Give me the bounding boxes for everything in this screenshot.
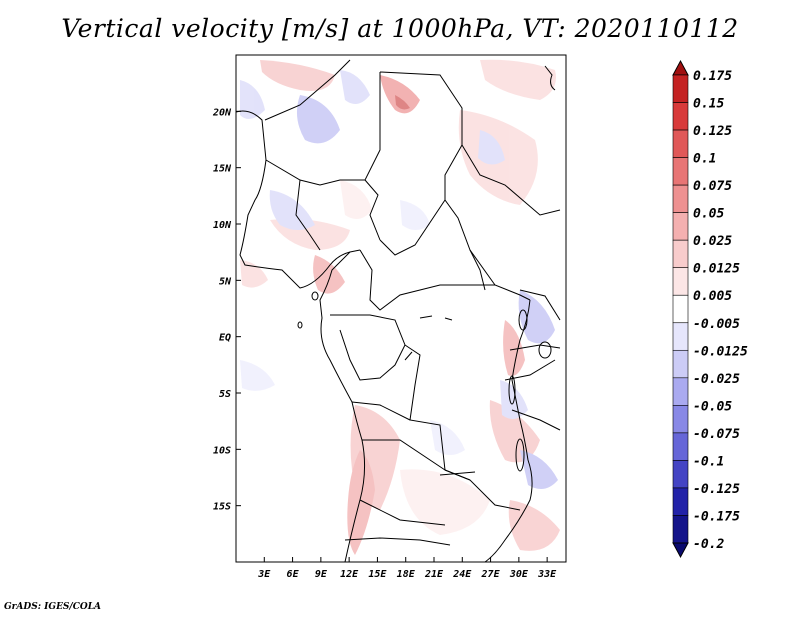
colorbar-segment — [672, 102, 689, 131]
colorbar-bottom-arrow — [672, 542, 689, 559]
y-tick-label: 15S — [213, 502, 231, 513]
colorbar-segment — [672, 74, 689, 103]
colorbar-segment — [672, 405, 689, 434]
colorbar-segment — [672, 267, 689, 296]
colorbar-label: 0.175 — [693, 69, 732, 84]
colorbar-segment — [672, 515, 689, 544]
colorbar-label: 0.15 — [693, 97, 724, 112]
y-tick-label: EQ — [219, 333, 231, 344]
colorbar-top-arrow — [672, 59, 689, 76]
colorbar-label: -0.075 — [693, 427, 740, 442]
colorbar-segment — [672, 487, 689, 516]
colorbar-label: -0.1 — [693, 454, 724, 469]
colorbar-label: 0.1 — [693, 152, 716, 167]
y-tick-label: 10N — [213, 220, 232, 231]
x-tick-label: 15E — [368, 569, 387, 580]
colorbar-segment — [672, 184, 689, 213]
colorbar-label: -0.125 — [693, 482, 740, 497]
x-tick-label: 27E — [481, 569, 501, 580]
colorbar-label: 0.0125 — [693, 262, 740, 277]
colorbar-label: 0.025 — [693, 234, 732, 249]
colorbar-label: -0.2 — [693, 537, 724, 552]
colorbar-label: -0.05 — [693, 399, 732, 414]
colorbar-segment — [672, 294, 689, 324]
plot-frame — [235, 54, 567, 563]
colorbar-label: 0.075 — [693, 179, 732, 194]
colorbar-segment — [672, 212, 689, 241]
y-tick-label: 5N — [219, 276, 232, 287]
x-tick-label: 6E — [287, 569, 300, 580]
x-tick-label: 18E — [397, 569, 416, 580]
colorbar-label: 0.125 — [693, 124, 732, 139]
colorbar-label: -0.005 — [693, 317, 740, 332]
colorbar: 0.175 0.15 0.125 0.1 0.075 0.05 0.025 0.0125 0.0… — [672, 59, 748, 559]
colorbar-label: -0.025 — [693, 372, 740, 387]
boundaries — [236, 59, 561, 562]
x-tick-label: 12E — [340, 569, 359, 580]
colorbar-segment — [672, 157, 689, 186]
colorbar-segment — [672, 349, 689, 379]
velocity-field — [240, 59, 560, 555]
colorbar-segment — [672, 322, 689, 351]
colorbar-label: -0.0125 — [693, 344, 748, 359]
colorbar-segment — [672, 129, 689, 158]
x-tick-label: 24E — [452, 569, 472, 580]
map-title: Vertical velocity [m/s] at 1000hPa, VT: … — [61, 14, 739, 43]
x-tick-label: 33E — [537, 569, 557, 580]
colorbar-segment — [672, 239, 689, 269]
colorbar-segment — [672, 377, 689, 406]
colorbar-segment — [672, 432, 689, 461]
colorbar-label: 0.005 — [693, 289, 732, 304]
x-tick-label: 3E — [257, 569, 271, 580]
colorbar-label: 0.05 — [693, 207, 724, 222]
y-tick-label: 10S — [213, 445, 231, 456]
x-axis: 3E 6E 9E 12E 15E 18E 21E 24E 27E 30E 33E — [257, 557, 557, 580]
colorbar-segment — [672, 460, 689, 489]
y-tick-label: 15N — [213, 164, 232, 175]
footer-credit: GrADS: IGES/COLA — [4, 602, 102, 612]
x-tick-label: 21E — [424, 569, 444, 580]
x-tick-label: 30E — [509, 569, 529, 580]
y-axis: 20N 15N 10N 5N EQ 5S 10S 15S — [212, 107, 241, 513]
colorbar-label: -0.175 — [693, 509, 740, 524]
y-tick-label: 20N — [212, 107, 232, 118]
x-tick-label: 9E — [315, 569, 328, 580]
y-tick-label: 5S — [219, 389, 231, 400]
